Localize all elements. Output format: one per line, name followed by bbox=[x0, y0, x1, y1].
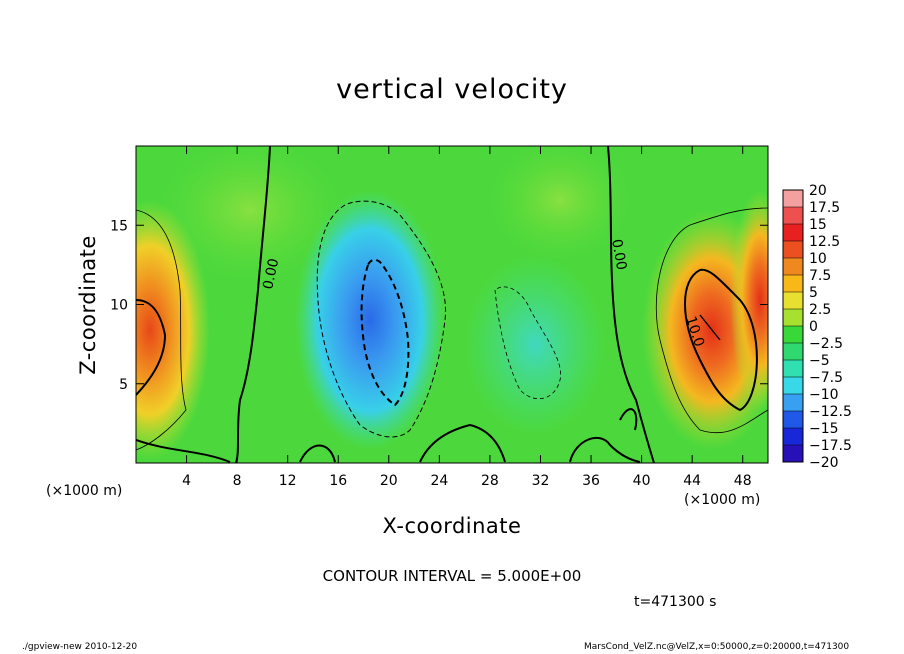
y-tick-label: 10 bbox=[110, 298, 128, 314]
updraft-region-left bbox=[136, 200, 210, 460]
x-tick-label: 16 bbox=[329, 473, 347, 489]
colorbar-label: 17.5 bbox=[809, 200, 840, 216]
colorbar-swatch bbox=[783, 190, 803, 207]
y-tick-label: 15 bbox=[110, 218, 128, 234]
colorbar-swatch bbox=[783, 309, 803, 326]
x-unit-label-right: (×1000 m) bbox=[684, 492, 761, 508]
bottom-contour-4 bbox=[569, 436, 641, 463]
colorbar-label: −12.5 bbox=[809, 404, 852, 420]
colorbar-swatch bbox=[783, 411, 803, 428]
x-tick-label: 32 bbox=[532, 473, 550, 489]
time-label: t=471300 s bbox=[634, 594, 717, 610]
five-contour-right bbox=[655, 207, 768, 434]
colorbar-label: 5 bbox=[809, 285, 818, 301]
x-tick-label: 24 bbox=[430, 473, 448, 489]
ten-contour-right bbox=[684, 268, 758, 412]
downdraft-region-secondary bbox=[465, 255, 605, 435]
colorbar-label: 20 bbox=[809, 183, 827, 199]
colorbar-swatch bbox=[783, 207, 803, 224]
weak-updraft-region bbox=[160, 146, 340, 280]
colorbar-label: −17.5 bbox=[809, 438, 852, 454]
x-tick-label: 8 bbox=[233, 473, 242, 489]
minus-ten-contour bbox=[360, 258, 410, 407]
colorbar-swatch bbox=[783, 224, 803, 241]
colorbar-label: −5 bbox=[809, 353, 830, 369]
x-tick-label: 4 bbox=[182, 473, 191, 489]
bottom-contour-2 bbox=[299, 444, 336, 463]
bottom-contour-3 bbox=[419, 423, 506, 463]
colorbar-swatch bbox=[783, 241, 803, 258]
x-unit-label-left: (×1000 m) bbox=[46, 483, 123, 499]
colorbar-label: −7.5 bbox=[809, 370, 843, 386]
colorbar-label: −2.5 bbox=[809, 336, 843, 352]
colorbar-swatch bbox=[783, 343, 803, 360]
ten-contour-left bbox=[136, 299, 167, 396]
colorbar-label: 7.5 bbox=[809, 268, 831, 284]
minus-five-contour-secondary bbox=[494, 286, 562, 400]
colorbar-swatch bbox=[783, 275, 803, 292]
footer-right: MarsCond_VelZ.nc@VelZ,x=0:50000,z=0:2000… bbox=[584, 642, 850, 652]
colorbar-label: −10 bbox=[809, 387, 839, 403]
downdraft-region-center bbox=[295, 190, 445, 450]
colorbar-label: 2.5 bbox=[809, 302, 831, 318]
colorbar-swatch bbox=[783, 394, 803, 411]
contour-label-zero-right: 0.00 bbox=[608, 238, 629, 271]
zero-contour-right bbox=[607, 146, 655, 463]
x-tick-label: 48 bbox=[734, 473, 752, 489]
y-axis: 5 10 15 bbox=[110, 218, 768, 393]
fifteen-contour-right bbox=[699, 314, 721, 341]
colorbar-swatch bbox=[783, 428, 803, 445]
five-contour-left bbox=[136, 209, 187, 451]
colorbar-label: 10 bbox=[809, 251, 827, 267]
colorbar-label: 0 bbox=[809, 319, 818, 335]
y-tick-label: 5 bbox=[119, 377, 128, 393]
colorbar-swatch bbox=[783, 258, 803, 275]
updraft-region-right-edge bbox=[730, 190, 768, 410]
chart-title: vertical velocity bbox=[336, 74, 568, 105]
heatmap-field bbox=[136, 146, 768, 463]
contour-label-zero-left: 0.00 bbox=[260, 257, 282, 291]
colorbar-label: 15 bbox=[809, 217, 827, 233]
colorbar-swatch bbox=[783, 292, 803, 309]
colorbar-swatch bbox=[783, 326, 803, 343]
x-tick-label: 36 bbox=[582, 473, 600, 489]
contour-interval: CONTOUR INTERVAL = 5.000E+00 bbox=[322, 567, 582, 585]
x-axis: 4 8 12 16 20 24 28 32 36 40 44 48 bbox=[182, 146, 752, 489]
x-axis-label: X-coordinate bbox=[382, 514, 522, 538]
colorbar-label: 12.5 bbox=[809, 234, 840, 250]
colorbar-swatch bbox=[783, 377, 803, 394]
colorbar-swatch bbox=[783, 445, 803, 462]
y-axis-label: Z-coordinate bbox=[76, 235, 100, 375]
zero-contour-left bbox=[235, 146, 271, 463]
small-contour-1 bbox=[619, 408, 638, 431]
bottom-contour-1 bbox=[136, 439, 231, 463]
colorbar-swatch bbox=[783, 360, 803, 377]
x-tick-label: 20 bbox=[380, 473, 398, 489]
colorbar: 2017.51512.5107.552.50−2.5−5−7.5−10−12.5… bbox=[782, 183, 852, 471]
colorbar-label: −15 bbox=[809, 421, 839, 437]
x-tick-label: 28 bbox=[481, 473, 499, 489]
weak-updraft-region-2 bbox=[490, 146, 630, 260]
x-tick-label: 44 bbox=[683, 473, 701, 489]
minus-five-contour bbox=[316, 200, 447, 438]
colorbar-label: −20 bbox=[809, 455, 839, 471]
footer-left: ./gpview-new 2010-12-20 bbox=[22, 642, 138, 652]
x-tick-label: 40 bbox=[633, 473, 651, 489]
x-tick-label: 12 bbox=[279, 473, 297, 489]
